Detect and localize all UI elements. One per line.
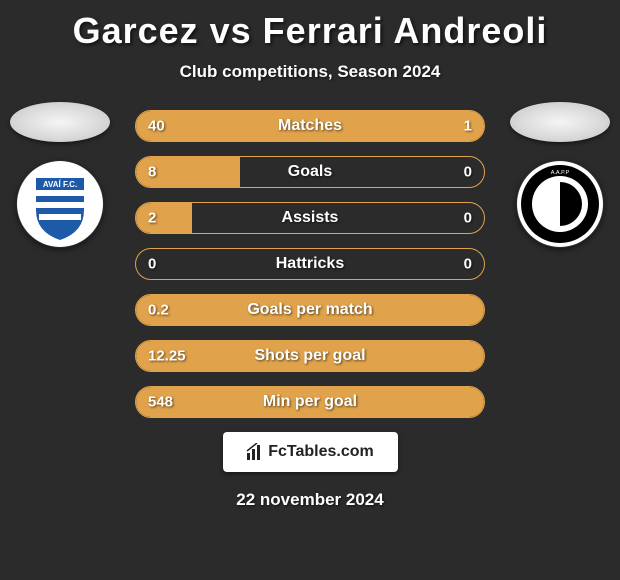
stats-rows: 40 1 Matches 8 0 Goals 2 0 Assists 0 0 Hattricks 0.2… [135, 102, 485, 418]
stat-value-left: 0 [148, 256, 156, 273]
stat-row: 40 1 Matches [135, 110, 485, 142]
svg-text:AVAÍ F.C.: AVAÍ F.C. [43, 180, 77, 189]
stat-row: 12.25 Shots per goal [135, 340, 485, 372]
stat-label: Assists [282, 209, 339, 227]
stat-label: Goals [288, 163, 332, 181]
stat-label: Goals per match [247, 301, 372, 319]
stat-value-left: 0.2 [148, 302, 169, 319]
stat-value-right: 0 [464, 164, 472, 181]
player-right-column: A.A.P.P [500, 102, 620, 248]
stat-value-left: 2 [148, 210, 156, 227]
stat-row: 2 0 Assists [135, 202, 485, 234]
page-title: Garcez vs Ferrari Andreoli [0, 0, 620, 52]
stat-value-right: 1 [464, 118, 472, 135]
logo-text: FcTables.com [268, 443, 374, 461]
comparison-stage: AVAÍ F.C. A.A.P.P 40 1 Matches 8 0 Goals 2 0 Ass… [0, 102, 620, 418]
stat-value-left: 8 [148, 164, 156, 181]
stat-label: Hattricks [276, 255, 344, 273]
bar-fill-left [136, 203, 192, 233]
player-left-column: AVAÍ F.C. [0, 102, 120, 248]
stat-label: Min per goal [263, 393, 357, 411]
avai-badge-icon: AVAÍ F.C. [16, 160, 104, 248]
stat-value-left: 40 [148, 118, 165, 135]
stat-row: 8 0 Goals [135, 156, 485, 188]
player-left-silhouette [10, 102, 110, 142]
stat-value-right: 0 [464, 210, 472, 227]
ponte-preta-badge-icon: A.A.P.P [516, 160, 604, 248]
subtitle: Club competitions, Season 2024 [0, 62, 620, 82]
club-badge-left: AVAÍ F.C. [16, 160, 104, 248]
club-badge-right: A.A.P.P [516, 160, 604, 248]
stat-value-right: 0 [464, 256, 472, 273]
fctables-logo: FcTables.com [223, 432, 398, 472]
stat-value-left: 548 [148, 394, 173, 411]
date-text: 22 november 2024 [0, 490, 620, 510]
chart-icon [246, 443, 264, 461]
stat-value-left: 12.25 [148, 348, 186, 365]
stat-label: Matches [278, 117, 342, 135]
player-right-silhouette [510, 102, 610, 142]
stat-row: 548 Min per goal [135, 386, 485, 418]
bar-fill-right [476, 111, 484, 141]
svg-text:A.A.P.P: A.A.P.P [551, 170, 570, 176]
stat-row: 0 0 Hattricks [135, 248, 485, 280]
stat-row: 0.2 Goals per match [135, 294, 485, 326]
stat-label: Shots per goal [254, 347, 365, 365]
